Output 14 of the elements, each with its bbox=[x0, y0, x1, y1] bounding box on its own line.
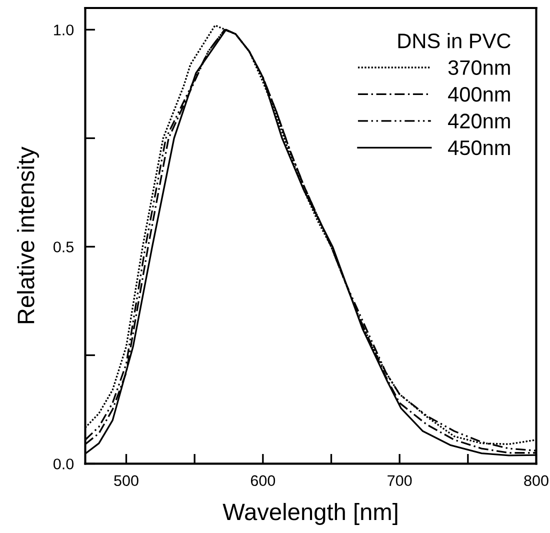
legend-label: 420nm bbox=[448, 114, 510, 128]
y-tick-label: 1.0 bbox=[54, 24, 74, 36]
legend-label: 450nm bbox=[448, 140, 510, 156]
y-tick-label: 0.5 bbox=[54, 242, 74, 252]
x-tick-label: 700 bbox=[388, 475, 412, 486]
legend-label: 370nm bbox=[448, 60, 510, 76]
x-axis-title: Wavelength [nm] bbox=[222, 502, 398, 525]
y-tick-label: 0.0 bbox=[54, 458, 74, 470]
x-tick-label: 600 bbox=[250, 475, 276, 486]
legend-title: DNS in PVC bbox=[398, 32, 510, 48]
y-axis-title: Relative intensity bbox=[17, 146, 40, 324]
legend-label: 400nm bbox=[448, 86, 510, 102]
x-tick-label: 500 bbox=[114, 475, 138, 486]
x-tick-label: 800 bbox=[524, 475, 548, 486]
